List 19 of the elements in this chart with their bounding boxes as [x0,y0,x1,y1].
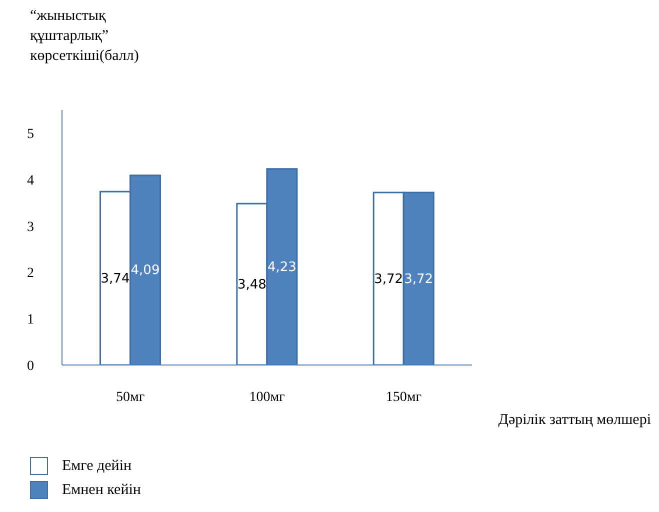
legend-label: Емге дейін [62,458,132,474]
y-axis-title: “жыныстық құштарлық” көрсеткіші(балл) [30,7,139,66]
data-label: 3,72 [404,272,434,287]
x-tick-label: 50мг [116,390,145,405]
y-tick-label: 5 [27,127,34,142]
data-label: 4,09 [130,263,160,278]
data-label: 3,74 [100,271,130,286]
legend-label: Емнен кейін [62,482,141,498]
x-tick-label: 100мг [249,390,286,405]
x-axis-title: Дәрілік заттың мөлшері [498,412,651,429]
data-label: 4,23 [267,260,296,275]
y-tick-label: 2 [27,266,34,282]
y-tick-label: 4 [27,174,34,189]
x-tick-label: 150мг [386,390,422,405]
data-label: 3,72 [374,272,404,287]
y-tick-label: 1 [27,312,34,328]
y-tick-label: 0 [27,358,34,374]
y-tick-label: 3 [27,220,34,235]
data-label: 3,48 [237,277,266,292]
